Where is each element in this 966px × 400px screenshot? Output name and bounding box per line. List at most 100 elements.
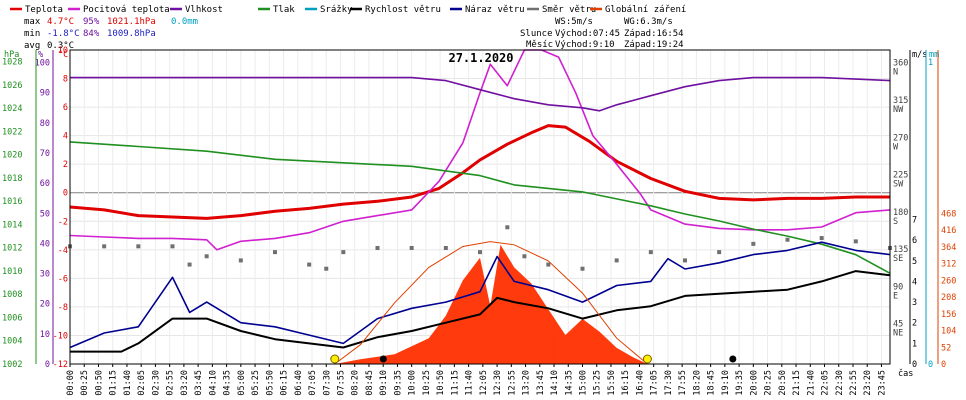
- humidity-tick: 80: [40, 119, 50, 129]
- moon-set: Západ:19:24: [624, 40, 684, 50]
- time-tick-label: 01:15: [109, 370, 119, 396]
- radiation-layer: [70, 244, 890, 364]
- time-tick-label: 11:40: [465, 370, 475, 396]
- direction-tick-deg: 360: [893, 59, 908, 69]
- direction-tick-dir: SE: [893, 254, 903, 264]
- radiation-tick: 416: [941, 226, 956, 236]
- time-tick-label: 07:05: [308, 370, 318, 396]
- wind-unit: m/s: [912, 50, 927, 60]
- time-tick-label: 13:20: [522, 370, 532, 396]
- wind-direction-point: [307, 262, 312, 267]
- wind-tick: 0: [912, 360, 917, 370]
- pressure-tick: 1004: [2, 337, 22, 347]
- plot-area: 27.1.2020: [68, 49, 892, 365]
- sun-set: Západ:16:54: [624, 29, 684, 39]
- wind-gust-max: WG:6.3m/s: [624, 17, 673, 27]
- rain-tick: 0: [928, 360, 933, 370]
- pressure-tick: 1026: [2, 81, 22, 91]
- time-tick-label: 20:00: [749, 370, 759, 396]
- humidity-tick: 0: [45, 360, 50, 370]
- time-tick-label: 12:30: [493, 370, 503, 396]
- time-tick-label: 21:15: [792, 370, 802, 396]
- moonrise-marker: [379, 355, 387, 363]
- series-5-line: [69, 241, 891, 349]
- temperature-tick: -10: [53, 331, 68, 341]
- series-0-line: [69, 124, 890, 220]
- humidity-tick: 70: [40, 149, 50, 159]
- radiation-tick: 260: [941, 276, 956, 286]
- wind-direction-point: [324, 266, 329, 271]
- wind-direction-point: [717, 250, 722, 255]
- time-tick-label: 04:10: [208, 370, 218, 396]
- direction-tick-deg: 180: [893, 208, 908, 218]
- time-unit: čas: [898, 368, 913, 379]
- series-layer: [68, 49, 892, 365]
- pressure-unit: hPa: [4, 50, 19, 60]
- stat-max-press: 1021.1hPa: [107, 17, 156, 27]
- sunrise-marker: [330, 354, 340, 364]
- stat-min-temp: -1.8°C: [47, 29, 80, 39]
- stat-max-rain: 0.0mm: [171, 17, 198, 27]
- wind-direction-point: [853, 239, 858, 244]
- sun-label: Slunce: [520, 29, 553, 39]
- chart-title: 27.1.2020: [448, 51, 513, 65]
- wind-direction-point: [580, 266, 585, 271]
- time-tick-label: 03:45: [194, 370, 204, 396]
- time-tick-label: 18:45: [707, 370, 717, 396]
- plot-frame: [69, 49, 891, 365]
- wind-tick: 3: [912, 298, 917, 308]
- direction-tick-deg: 270: [893, 133, 908, 143]
- wind-direction-point: [785, 237, 790, 242]
- time-tick-label: 16:15: [621, 370, 631, 396]
- temperature-tick: 4: [63, 132, 68, 142]
- left-axes: 1002100410061008101010121014101610181020…: [2, 46, 68, 370]
- direction-tick-dir: E: [893, 291, 898, 301]
- time-tick-label: 17:55: [678, 370, 688, 396]
- time-tick-label: 00:00: [66, 370, 76, 396]
- wind-speed-max: WS:5m/s: [555, 17, 593, 27]
- direction-tick-dir: W: [893, 142, 899, 152]
- time-tick-label: 21:40: [806, 370, 816, 396]
- pressure-tick: 1022: [2, 127, 22, 137]
- radiation-tick: 52: [941, 343, 951, 353]
- temperature-tick: -4: [58, 246, 68, 256]
- legend-label: Náraz větru: [465, 5, 525, 15]
- radiation-tick: 468: [941, 209, 956, 219]
- legend-label: Tlak: [273, 5, 295, 15]
- time-tick-label: 10:25: [422, 370, 432, 396]
- wind-direction-point: [683, 258, 687, 263]
- wind-tick: 6: [912, 236, 917, 246]
- time-tick-label: 18:20: [692, 370, 702, 396]
- time-tick-label: 00:25: [80, 370, 90, 396]
- moonset-marker: [729, 355, 737, 363]
- time-tick-label: 04:35: [223, 370, 233, 396]
- radiation-tick: 156: [941, 310, 956, 320]
- time-tick-label: 02:55: [166, 370, 176, 396]
- humidity-tick: 40: [40, 239, 50, 249]
- sunset-marker: [642, 354, 652, 364]
- info-block: WS:5m/s WG:6.3m/s Slunce Východ:07:45 Zá…: [520, 17, 684, 50]
- pressure-tick: 1010: [2, 267, 22, 277]
- stat-max-hum: 95%: [83, 17, 100, 27]
- wind-direction-point: [375, 245, 380, 250]
- time-tick-label: 17:30: [664, 370, 674, 396]
- series-3-line: [69, 141, 891, 275]
- stat-avg-label: avg: [24, 41, 40, 51]
- rain-unit: mm: [929, 50, 939, 60]
- temperature-tick: -6: [58, 274, 68, 284]
- humidity-tick: 60: [40, 179, 50, 189]
- wind-direction-point: [614, 258, 619, 263]
- legend-label: Vlhkost: [185, 5, 223, 15]
- pressure-tick: 1012: [2, 244, 22, 254]
- series-2-line: [70, 76, 891, 112]
- radiation-area: [70, 244, 890, 364]
- time-tick-label: 17:05: [650, 370, 660, 396]
- wind-direction-point: [170, 244, 175, 249]
- radiation-tick: 104: [941, 327, 956, 337]
- time-tick-label: 22:30: [835, 370, 845, 396]
- time-tick-label: 01:40: [123, 370, 133, 396]
- wind-tick: 4: [912, 277, 917, 287]
- pressure-tick: 1014: [2, 220, 22, 230]
- pressure-tick: 1028: [2, 58, 22, 68]
- time-tick-label: 20:50: [778, 370, 788, 396]
